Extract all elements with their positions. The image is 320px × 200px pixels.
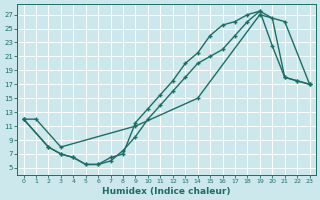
X-axis label: Humidex (Indice chaleur): Humidex (Indice chaleur) xyxy=(102,187,231,196)
